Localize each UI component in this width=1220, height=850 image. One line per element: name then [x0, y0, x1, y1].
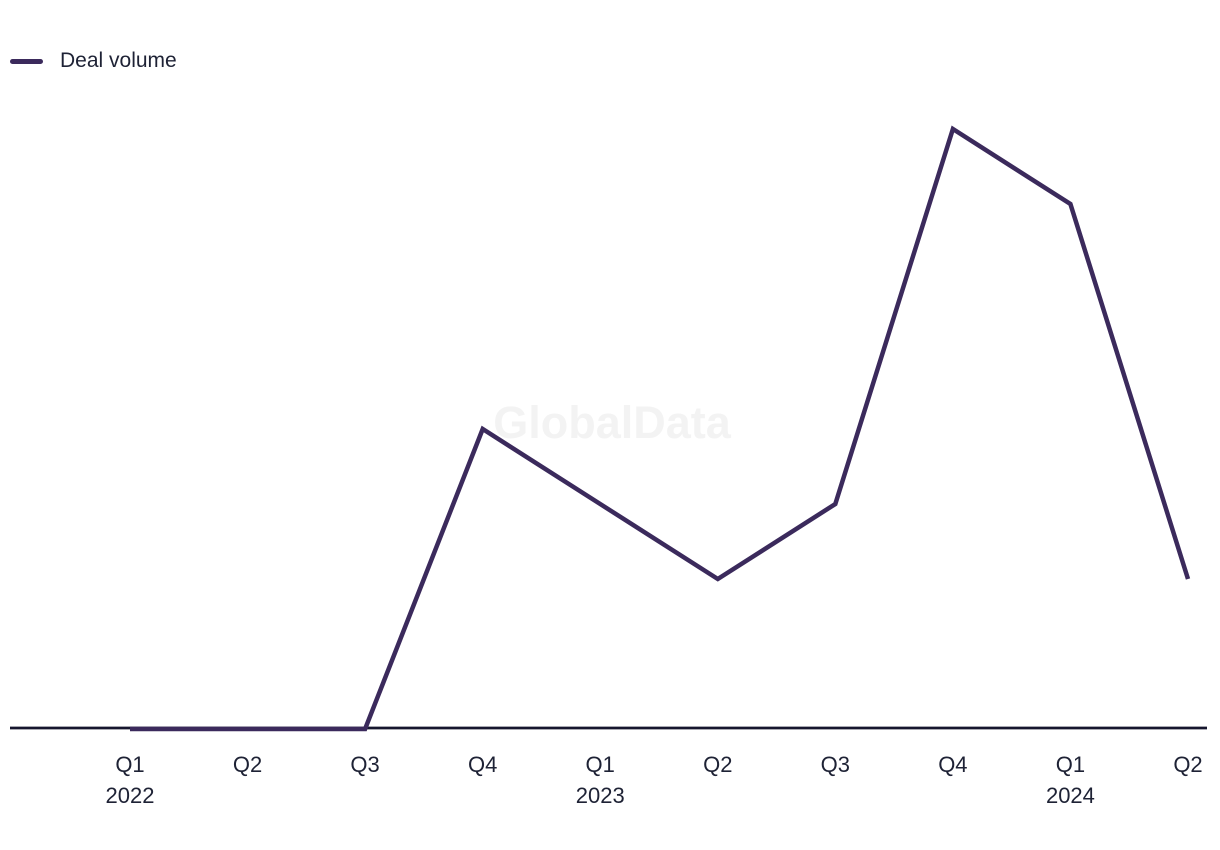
- deal-volume-series-line: [130, 125, 1191, 732]
- legend-item-deal-volume[interactable]: Deal volume: [10, 47, 177, 75]
- legend-label: Deal volume: [60, 49, 177, 72]
- legend-line-marker: [10, 58, 43, 64]
- globaldata-watermark: GlobalData: [493, 397, 731, 448]
